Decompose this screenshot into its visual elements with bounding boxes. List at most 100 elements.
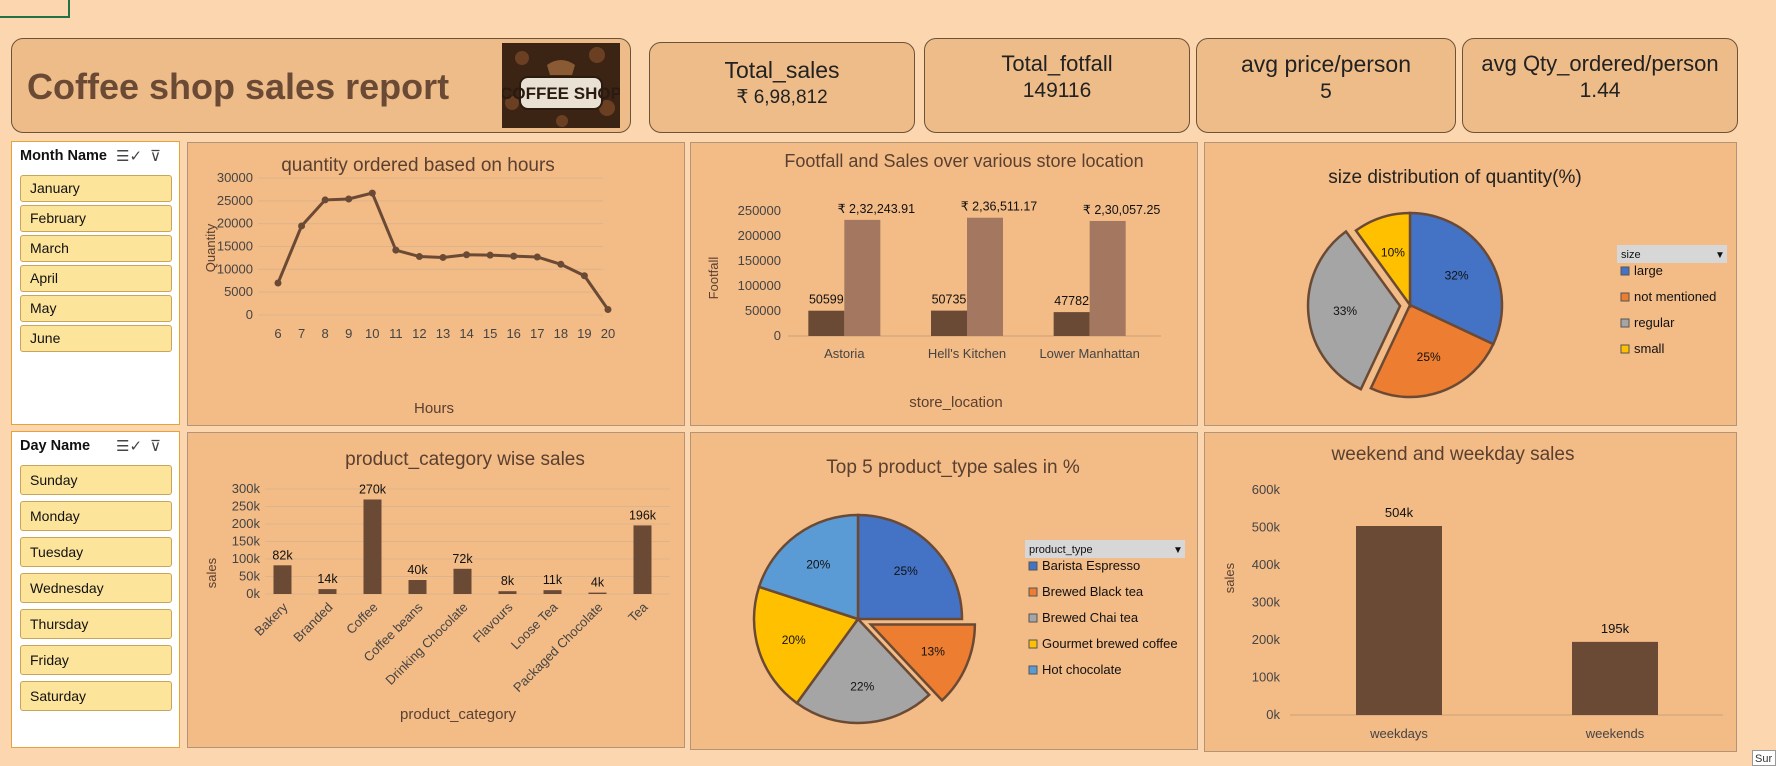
data-point (415, 253, 423, 261)
x-tick-label: Hell's Kitchen (928, 346, 1006, 361)
slicer-item-february[interactable]: February (20, 205, 172, 232)
x-tick-label: 16 (506, 326, 520, 341)
chart-size-distribution[interactable]: size distribution of quantity(%) 32% 25% 33… (1204, 142, 1737, 426)
data-point (392, 246, 400, 254)
data-label: ₹ 2,36,511.17 (961, 200, 1038, 214)
coffee-shop-logo: COFFEE SHOP (502, 43, 620, 128)
data-label: ₹ 2,30,057.25 (1083, 203, 1161, 217)
slicer-item-sunday[interactable]: Sunday (20, 465, 172, 495)
legend-swatch (1028, 613, 1038, 623)
data-label: 25% (1417, 350, 1441, 364)
kpi-avg-price: avg price/person 5 (1196, 38, 1456, 133)
cell-selection[interactable] (0, 0, 70, 18)
clear-filter-icon[interactable]: ⊽ (150, 438, 161, 455)
data-label: 14k (317, 572, 338, 586)
data-label: 32% (1445, 268, 1469, 282)
kpi-total-footfall: Total_fotfall 149116 (924, 38, 1190, 133)
legend-header (1617, 245, 1727, 263)
pie-chart: Top 5 product_type sales in % 25% 13% 22% 20… (752, 457, 1185, 725)
chart-top5-product-type[interactable]: Top 5 product_type sales in % 25% 13% 22% 20… (690, 432, 1198, 750)
bar (498, 591, 517, 594)
x-tick-label: 17 (530, 326, 544, 341)
kpi-title: Total_fotfall (1001, 51, 1113, 76)
legend-item: not mentioned (1634, 289, 1716, 304)
y-axis-title: Quantity (203, 223, 218, 272)
slicer-item-tuesday[interactable]: Tuesday (20, 537, 172, 567)
chart-title: size distribution of quantity(%) (1328, 167, 1581, 188)
page-title: Coffee shop sales report (27, 66, 450, 107)
bar (808, 310, 845, 336)
bar (408, 580, 427, 594)
y-tick-label: 150k (232, 534, 261, 549)
y-tick-label: 5000 (224, 284, 253, 299)
data-label: 4k (591, 576, 605, 590)
y-axis-title: sales (204, 557, 219, 588)
x-tick-label: 11 (389, 326, 403, 341)
line-chart: quantity ordered based on hours 0 5000 1000… (203, 155, 615, 417)
x-tick-label: 6 (274, 326, 281, 341)
report-title-card: Coffee shop sales report COFFEE SHOP (11, 38, 631, 133)
x-axis-title: product_category (400, 706, 516, 723)
chart-category-sales[interactable]: product_category wise sales 0k 50k 100k 150k… (187, 432, 685, 748)
bar (931, 310, 967, 336)
x-tick-label: 14 (459, 326, 473, 341)
x-axis-title: store_location (909, 394, 1002, 411)
pie-slice (1354, 211, 1412, 309)
data-label: 72k (452, 552, 473, 566)
y-tick-label: 100k (1252, 670, 1281, 685)
pie-slice (757, 513, 860, 621)
logo-text: COFFEE SHOP (502, 84, 620, 103)
data-point (345, 195, 353, 203)
slicer-item-june[interactable]: June (20, 325, 172, 352)
multi-select-icon[interactable]: ☰✓ (116, 438, 143, 455)
y-tick-label: 20000 (217, 216, 253, 231)
slicer-item-march[interactable]: March (20, 235, 172, 262)
y-tick-label: 50k (239, 569, 260, 584)
slicer-item-january[interactable]: January (20, 175, 172, 202)
y-axis-title: Footfall (706, 257, 721, 300)
slicer-item-thursday[interactable]: Thursday (20, 609, 172, 639)
y-tick-label: 30000 (217, 170, 253, 185)
slicer-item-friday[interactable]: Friday (20, 645, 172, 675)
day-slicer: Day Name ☰✓ ⊽ Sunday Monday Tuesday Wedn… (11, 431, 180, 748)
data-label: ₹ 2,32,243.91 (838, 202, 916, 216)
y-tick-label: 400k (1252, 557, 1281, 572)
slicer-item-april[interactable]: April (20, 265, 172, 292)
chart-title: quantity ordered based on hours (281, 155, 555, 176)
data-label: 10% (1381, 246, 1405, 260)
kpi-value: 1.44 (1579, 79, 1621, 102)
legend-swatch (1028, 639, 1038, 649)
x-tick-label: Drinking Chocolate (382, 600, 470, 688)
chart-weekend-weekday[interactable]: weekend and weekday sales 0k 100k 200k 300k 4… (1204, 432, 1737, 752)
slicer-item-saturday[interactable]: Saturday (20, 681, 172, 711)
data-point (463, 251, 471, 259)
data-point (604, 306, 612, 314)
chart-store-location[interactable]: Footfall and Sales over various store lo… (690, 142, 1198, 426)
y-tick-label: 150000 (738, 253, 781, 268)
clear-filter-icon[interactable]: ⊽ (150, 148, 161, 165)
legend-item: Brewed Black tea (1042, 584, 1144, 599)
slicer-item-wednesday[interactable]: Wednesday (20, 573, 172, 603)
y-tick-label: 15000 (217, 239, 253, 254)
data-label: 20% (782, 633, 806, 647)
chart-quantity-by-hours[interactable]: quantity ordered based on hours 0 5000 1000… (187, 142, 685, 426)
pie-slice (1408, 211, 1504, 346)
y-tick-label: 300k (232, 481, 261, 496)
chart-title: product_category wise sales (345, 449, 585, 470)
slicer-item-monday[interactable]: Monday (20, 501, 172, 531)
y-tick-label: 200k (1252, 632, 1281, 647)
multi-select-icon[interactable]: ☰✓ (116, 148, 143, 165)
y-tick-label: 300k (1252, 595, 1281, 610)
chart-title: Top 5 product_type sales in % (826, 457, 1080, 478)
bar (273, 565, 292, 594)
y-tick-label: 200000 (738, 228, 781, 243)
slicer-item-may[interactable]: May (20, 295, 172, 322)
kpi-total-sales: Total_sales ₹ 6,98,812 (649, 42, 915, 133)
y-tick-label: 200k (232, 516, 261, 531)
y-tick-label: 0k (246, 586, 260, 601)
data-label: 50735 (932, 293, 967, 307)
data-label: 22% (850, 679, 874, 693)
x-tick-label: Coffee (343, 600, 381, 638)
x-tick-label: Branded (290, 600, 335, 645)
legend-item: small (1634, 341, 1664, 356)
